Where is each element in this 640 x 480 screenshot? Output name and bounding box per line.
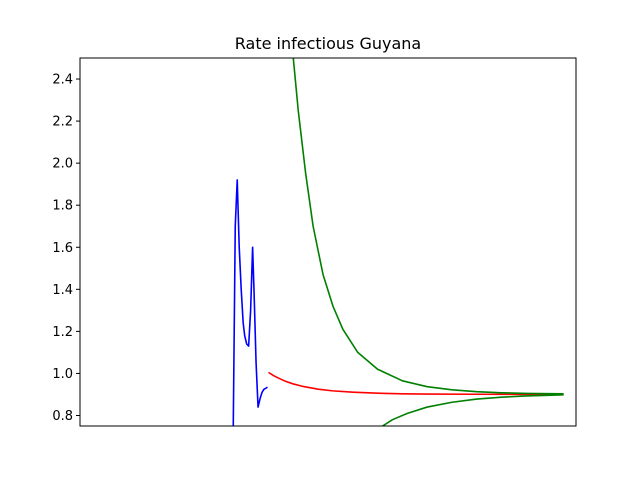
series-layer xyxy=(232,58,564,426)
y-tick-label: 1.8 xyxy=(52,199,73,214)
series-line-1 xyxy=(232,179,268,426)
y-tick-label: 1.4 xyxy=(52,283,73,298)
plot-frame xyxy=(79,57,577,427)
y-tick-label: 1.6 xyxy=(52,241,73,256)
y-tick-label: 1.2 xyxy=(52,325,73,340)
series-line-2 xyxy=(268,371,564,396)
y-tick-label: 0.8 xyxy=(52,409,73,424)
y-tick-label: 2.0 xyxy=(52,157,73,172)
series-line-4 xyxy=(382,394,564,426)
y-axis: 0.8 1.0 1.2 1.4 1.6 1.8 2.0 2.2 2.4 xyxy=(52,73,80,424)
series-line-3 xyxy=(292,58,564,395)
y-tick-label: 2.4 xyxy=(52,73,73,88)
chart-title: Rate infectious Guyana xyxy=(235,34,421,53)
y-tick-label: 1.0 xyxy=(52,367,73,382)
y-tick-label: 2.2 xyxy=(52,115,73,130)
